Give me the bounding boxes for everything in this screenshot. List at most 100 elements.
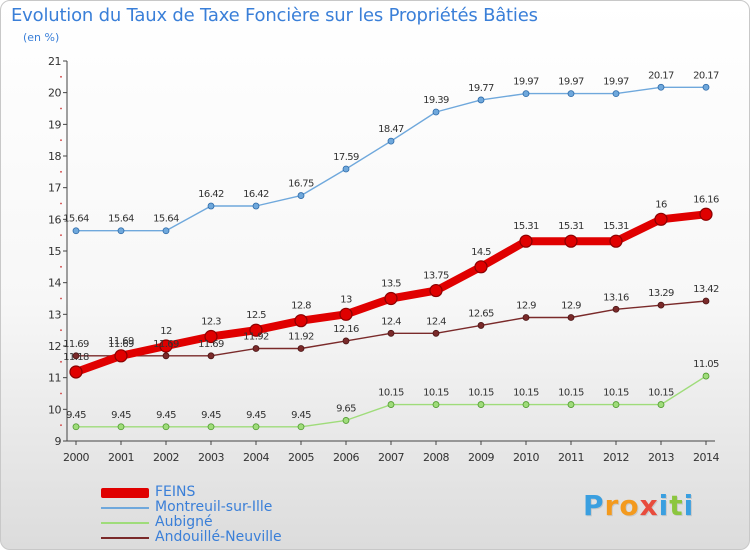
data-point-andouille [702,297,710,305]
data-label-montreuil: 15.64 [63,214,89,225]
x-tick-label: 2002 [153,451,179,464]
data-label-feins: 12.3 [201,317,221,328]
data-point-montreuil [522,90,530,98]
y-tick-label: 16 [48,213,61,226]
data-point-andouille [387,329,395,337]
data-point-aubigne [477,401,485,408]
data-point-feins [159,339,173,353]
data-label-montreuil: 19.97 [513,77,539,88]
x-tick-label: 2008 [423,451,449,464]
x-tick-label: 2006 [333,451,359,464]
data-point-feins [249,323,263,337]
x-tick-label: 2007 [378,451,404,464]
logo-letter: i [683,489,695,522]
data-point-andouille [72,352,80,360]
y-minor-tick [60,234,62,237]
x-tick-label: 2001 [108,451,134,464]
x-tick-label: 2000 [63,451,89,464]
x-tick-label: 2011 [558,451,584,464]
data-point-montreuil [162,227,170,235]
y-tick-label: 21 [48,55,61,68]
data-point-aubigne [522,401,530,408]
y-tick-label: 13 [48,308,61,321]
data-point-aubigne [432,401,440,408]
unit-label: (en %) [23,31,60,44]
y-tick-label: 19 [48,118,61,131]
data-label-aubigne: 10.15 [378,388,404,399]
data-point-montreuil [612,90,620,98]
data-point-feins [474,260,488,274]
y-tick-label: 10 [48,403,61,416]
logo-letter: P [583,489,605,522]
data-label-aubigne: 10.15 [513,388,539,399]
data-label-feins: 14.5 [471,247,491,258]
x-tick-label: 2010 [513,451,539,464]
x-tick-label: 2003 [198,451,224,464]
data-label-feins: 12.8 [291,301,311,312]
data-label-montreuil: 16.42 [198,189,224,200]
data-label-andouille: 11.69 [108,339,134,350]
data-label-feins: 15.31 [603,221,629,232]
data-point-feins [429,283,443,298]
data-label-feins: 15.31 [513,221,539,232]
data-label-andouille: 12.16 [333,324,359,335]
data-point-montreuil [432,108,440,116]
data-point-montreuil [297,192,305,199]
y-minor-tick [60,297,62,300]
x-tick-label: 2014 [693,451,719,464]
data-point-feins [609,234,623,248]
legend-swatch-montreuil [101,506,149,509]
data-point-andouille [297,345,305,352]
data-label-aubigne: 10.15 [468,388,494,399]
data-point-aubigne [387,401,395,408]
x-tick-label: 2004 [243,451,269,464]
y-tick-label: 20 [48,87,61,100]
legend-swatch-andouille [101,536,149,539]
data-point-aubigne [162,423,170,431]
data-label-feins: 16.16 [693,194,719,205]
data-label-andouille: 11.69 [63,339,89,350]
data-label-aubigne: 11.05 [693,359,719,370]
data-label-andouille: 13.42 [693,284,719,295]
data-label-feins: 13 [340,294,352,305]
x-tick-label: 2005 [288,451,314,464]
data-point-aubigne [297,423,305,431]
data-point-montreuil [702,83,710,91]
y-tick-label: 9 [55,435,62,448]
series-line-montreuil [75,86,707,232]
data-point-aubigne [702,372,710,380]
data-point-montreuil [252,202,260,210]
data-point-montreuil [342,165,350,173]
data-label-andouille: 13.29 [648,288,674,299]
data-label-montreuil: 15.64 [108,214,134,225]
data-label-aubigne: 9.45 [156,410,176,421]
data-label-montreuil: 16.42 [243,189,269,200]
data-point-feins [564,234,578,248]
y-tick-label: 12 [48,340,61,353]
y-tick-label: 18 [48,150,61,163]
data-label-aubigne: 9.45 [201,410,221,421]
data-label-andouille: 13.16 [603,292,629,303]
data-point-andouille [432,329,440,337]
y-minor-tick [60,265,62,268]
legend-label-feins: FEINS [155,484,196,500]
logo-letter: t [669,489,684,522]
data-label-montreuil: 16.75 [288,179,314,190]
y-minor-tick [60,170,62,173]
data-point-andouille [342,337,350,345]
data-label-aubigne: 10.15 [558,388,584,399]
x-tick-label: 2013 [648,451,674,464]
legend-item-aubigne: Aubigné [101,515,282,530]
data-label-feins: 13.75 [423,271,449,282]
legend-swatch-aubigne [101,521,149,524]
data-point-aubigne [342,417,350,424]
data-label-andouille: 12.9 [516,301,536,312]
x-tick-label: 2012 [603,451,629,464]
data-point-andouille [252,345,260,352]
data-label-aubigne: 10.15 [648,388,674,399]
data-label-montreuil: 19.97 [558,77,584,88]
logo-letter: o [619,489,640,522]
data-point-feins [384,291,398,306]
y-minor-tick [60,392,62,395]
